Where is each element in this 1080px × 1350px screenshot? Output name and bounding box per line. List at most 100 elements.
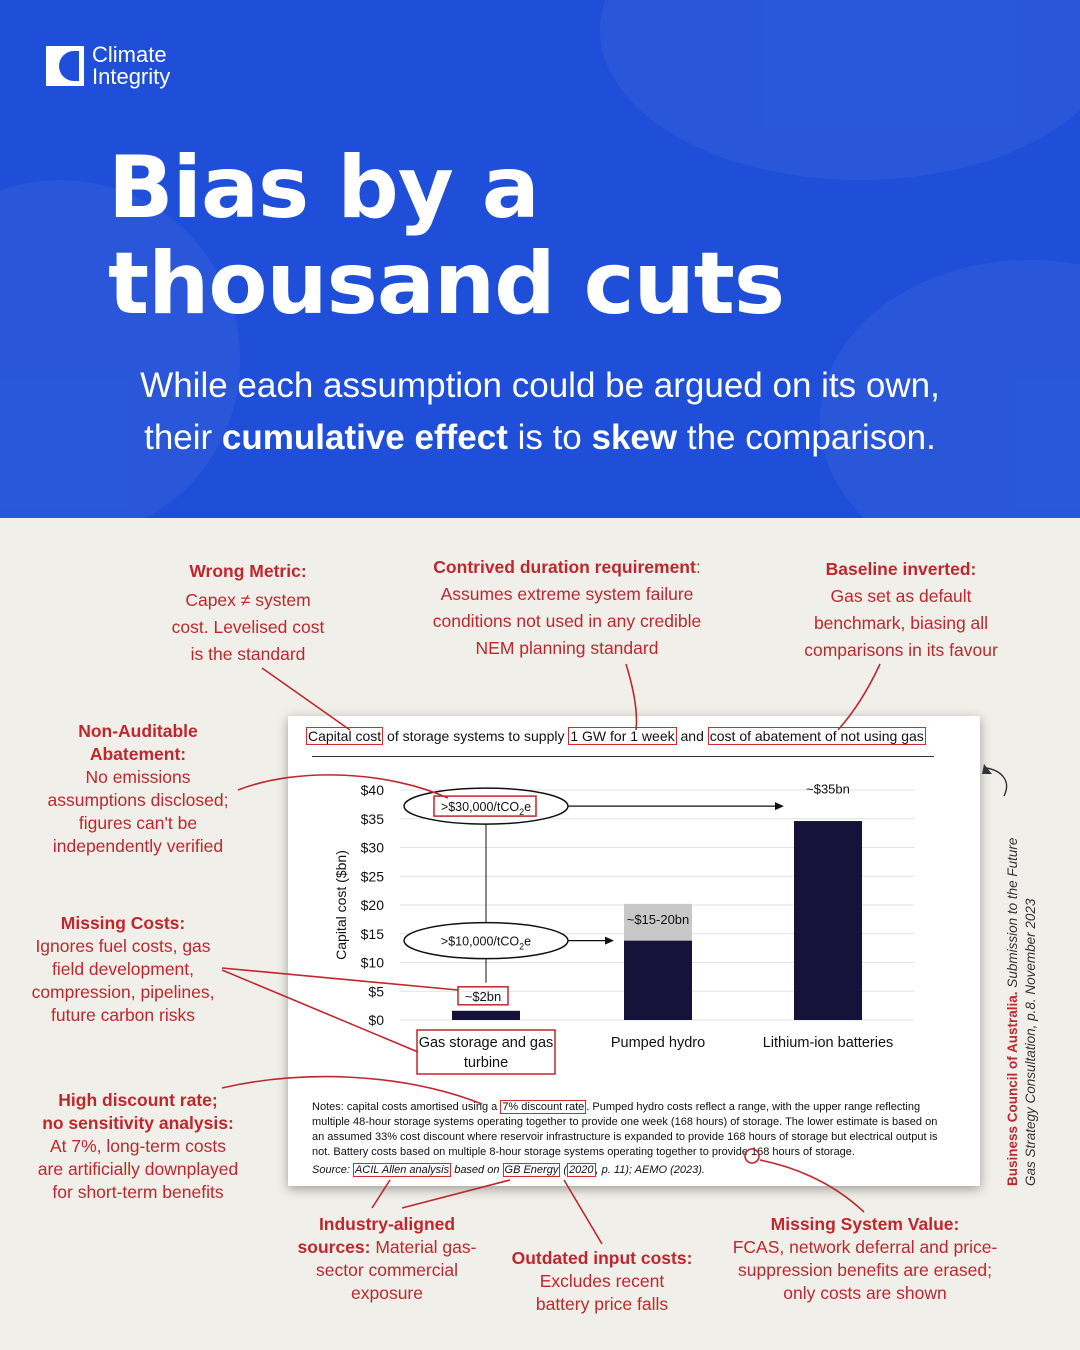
annotation-text: field development, [51, 959, 195, 979]
subtitle-text: the comparison. [677, 418, 936, 457]
x-category-label: Gas storage and gas [419, 1035, 554, 1051]
y-axis-label: Capital cost ($bn) [333, 850, 349, 960]
page-subtitle: While each assumption could be argued on… [0, 360, 1080, 464]
bar-range [624, 903, 692, 941]
annotation-outdated-costs: Outdated input costs: Excludes recent ba… [500, 1247, 704, 1316]
annotation-text: Excludes recent [539, 1271, 665, 1291]
annotation-text: Material gas- [370, 1237, 477, 1257]
divider [312, 756, 934, 757]
annotation-text: Assumes extreme system failure [440, 584, 694, 604]
annotation-heading: Missing System Value: [770, 1214, 960, 1234]
bar [624, 940, 692, 1020]
annotation-text: : [695, 557, 701, 577]
page-title-line: Bias by a [108, 138, 540, 238]
annotation-heading: Industry-aligned [318, 1214, 456, 1234]
bar-chart: $0 $5 $10 $15 $20 $25 $30 $35 $40 Capital cost ($… [333, 781, 914, 1075]
y-tick-label: $5 [368, 983, 384, 999]
y-tick-label: $40 [361, 782, 385, 798]
highlight-box: GB Energy [502, 1163, 561, 1177]
annotation-text: battery price falls [535, 1294, 669, 1314]
arrow-head-icon [982, 764, 992, 774]
x-category-label: Lithium-ion batteries [763, 1035, 894, 1051]
annotation-baseline: Baseline inverted: Gas set as default be… [776, 556, 1026, 664]
annotation-text: is the standard [190, 644, 306, 664]
annotation-wrong-metric: Wrong Metric: Capex ≠ system cost. Level… [138, 560, 358, 668]
abatement-label: >$10,000/tCO2e [441, 935, 531, 952]
source-text: , p. 11); AEMO (2023). [595, 1164, 705, 1176]
chart-title-text: and [676, 728, 708, 744]
highlight-box: 1 GW for 1 week [568, 727, 677, 745]
annotation-text: Gas set as default [830, 586, 972, 606]
y-tick-label: $10 [361, 955, 385, 971]
notes-text: Notes: capital costs amortised using a [312, 1101, 501, 1113]
data-label: ~$2bn [465, 989, 502, 1004]
annotation-text: assumptions disclosed; [47, 790, 229, 810]
annotation-heading: Outdated input costs: [511, 1248, 693, 1268]
annotation-heading: no sensitivity analysis: [42, 1113, 234, 1133]
annotation-heading: sources: [297, 1237, 371, 1257]
chart-source: Source: ACIL Allen analysis based on GB … [312, 1163, 705, 1177]
chart-title: Capital cost of storage systems to suppl… [306, 727, 926, 745]
page-title-line: thousand cuts [108, 234, 785, 334]
source-text: ( [560, 1164, 568, 1176]
hero-banner: Climate Integrity Bias by a thousand cut… [0, 0, 1080, 518]
chart-card: Capital cost of storage systems to suppl… [288, 716, 980, 1186]
annotation-text: cost. Levelised cost [171, 617, 325, 637]
annotation-duration: Contrived duration requirement: Assumes … [392, 554, 742, 662]
highlight-box: 2020 [567, 1163, 596, 1177]
annotation-text: are artificially downplayed [37, 1159, 239, 1179]
annotation-text: figures can't be [78, 813, 198, 833]
brand-logo: Climate Integrity [46, 44, 170, 88]
subtitle-emphasis: skew [591, 418, 678, 457]
page-title: Bias by a thousand cuts [108, 138, 785, 334]
citation-title: Submission to the Future [1005, 837, 1020, 988]
annotation-text: benchmark, biasing all [813, 613, 989, 633]
annotation-abatement: Non-Auditable Abatement: No emissions as… [28, 720, 248, 858]
annotation-text: FCAS, network deferral and price- [732, 1237, 998, 1257]
annotation-heading: Contrived duration requirement [433, 557, 696, 577]
annotation-text: exposure [351, 1283, 423, 1303]
annotation-text: only costs are shown [783, 1283, 947, 1303]
y-tick-label: $0 [368, 1012, 384, 1028]
annotation-heading: Wrong Metric: [189, 561, 307, 581]
annotation-text: compression, pipelines, [31, 982, 215, 1002]
subtitle-line: While each assumption could be argued on… [140, 366, 940, 405]
arrow-head-icon [605, 936, 614, 945]
y-tick-label: $35 [361, 811, 385, 827]
data-label: ~$15-20bn [627, 912, 690, 927]
x-category-label: Pumped hydro [611, 1035, 705, 1051]
highlight-box: Capital cost [306, 727, 384, 745]
notes-text: . Pumped hydro costs reflect a range, wi… [312, 1101, 938, 1158]
annotation-text: Ignores fuel costs, gas [35, 936, 211, 956]
chart-notes: Notes: capital costs amortised using a 7… [312, 1100, 952, 1160]
y-tick-label: $30 [361, 840, 385, 856]
arrow-head-icon [775, 802, 784, 811]
annotation-discount-rate: High discount rate; no sensitivity analy… [28, 1089, 248, 1204]
data-label: ~$35bn [806, 781, 850, 796]
subtitle-text: their [144, 418, 222, 457]
annotation-text: future carbon risks [51, 1005, 195, 1025]
annotation-text: At 7%, long-term costs [49, 1136, 227, 1156]
highlight-box: cost of abatement of not using gas [707, 727, 926, 745]
highlight-box [457, 986, 509, 1006]
highlight-box: 7% discount rate [500, 1100, 587, 1114]
brand-name-line: Climate [92, 42, 167, 67]
annotation-heading: Baseline inverted: [825, 559, 977, 579]
curved-arrow-icon [985, 767, 1008, 797]
source-citation: Business Council of Australia. Submissio… [1004, 838, 1040, 1186]
y-tick-label: $25 [361, 868, 385, 884]
annotation-text: Capex ≠ system [185, 590, 311, 610]
subtitle-emphasis: cumulative effect [221, 418, 508, 457]
bar [794, 821, 862, 1020]
x-category-label: turbine [464, 1055, 508, 1071]
logo-mark-icon [46, 46, 84, 86]
annotation-text: conditions not used in any credible [432, 611, 702, 631]
leader-line [563, 1179, 603, 1245]
annotation-heading: Non-Auditable [78, 721, 198, 741]
y-tick-label: $15 [361, 926, 385, 942]
annotation-heading: High discount rate; [58, 1090, 218, 1110]
annotation-industry-sources: Industry-aligned sources: Material gas- … [286, 1213, 488, 1305]
highlight-box: ACIL Allen analysis [352, 1163, 452, 1177]
annotation-text: No emissions [85, 767, 191, 787]
abatement-label: >$30,000/tCO2e [441, 800, 531, 817]
